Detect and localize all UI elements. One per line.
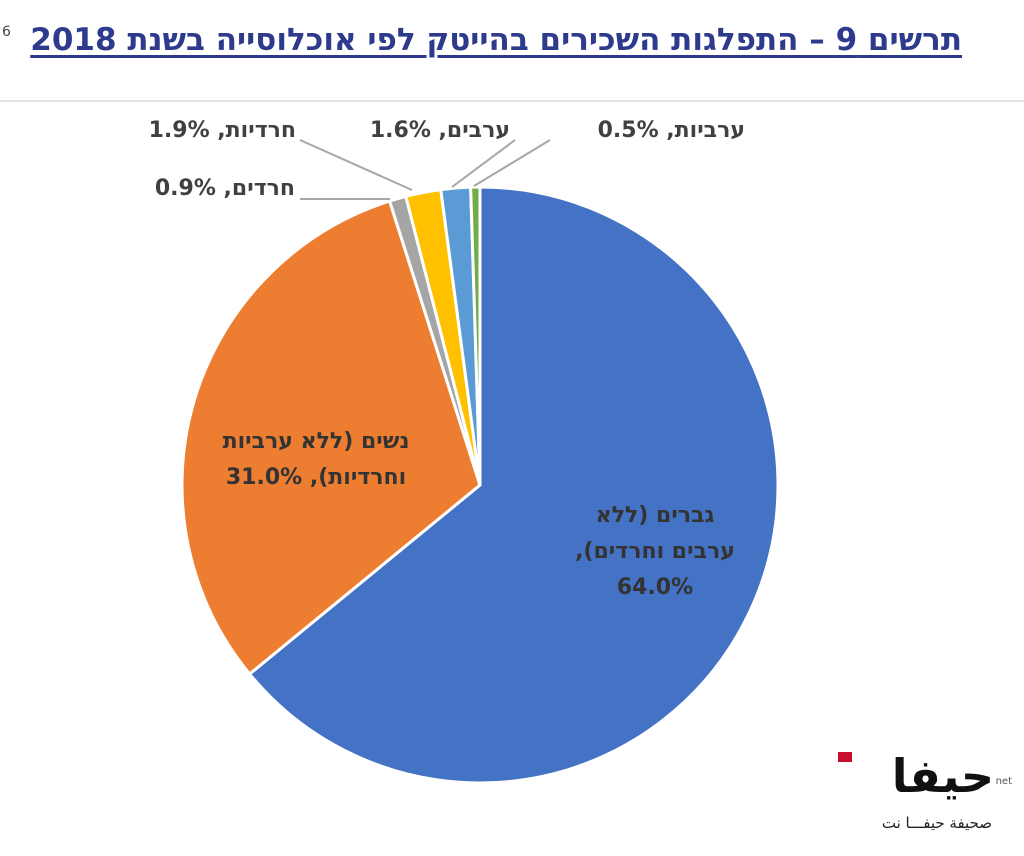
- slice-label-5: ערביות, 0.5%: [598, 118, 745, 143]
- pie-slice-0: [247, 185, 780, 785]
- logo-net-text: net: [995, 776, 1012, 787]
- slice-label-0: גברים (ללא ערבים וחרדים), 64.0%: [575, 503, 735, 600]
- logo-flag-icon: [838, 752, 852, 762]
- slice-label-1: נשים (ללא ערביות וחרדיות), 31.0%: [223, 429, 410, 490]
- pie-slice-1: [180, 199, 482, 677]
- leader-line-5: [473, 139, 551, 187]
- leader-line-4: [451, 139, 516, 188]
- slice-label-4: ערבים, 1.6%: [370, 118, 510, 143]
- chart-title: תרשים 9 – התפלגות השכירים בהייטק לפי אוכ…: [30, 22, 962, 58]
- slice-label-3: חרדיות, 1.9%: [149, 118, 296, 143]
- logo-wordmark: حيفا: [891, 749, 994, 803]
- footnote-marker: 6: [2, 24, 11, 40]
- haifa-net-logo: net حيفا صحيفة حيفـــا نت: [822, 746, 1012, 846]
- leader-line-3: [299, 139, 413, 191]
- logo-subtitle: صحيفة حيفـــا نت: [881, 814, 992, 832]
- pie-slice-5: [469, 185, 482, 486]
- slice-label-2: חרדים, 0.9%: [155, 176, 295, 201]
- divider: [0, 100, 1024, 102]
